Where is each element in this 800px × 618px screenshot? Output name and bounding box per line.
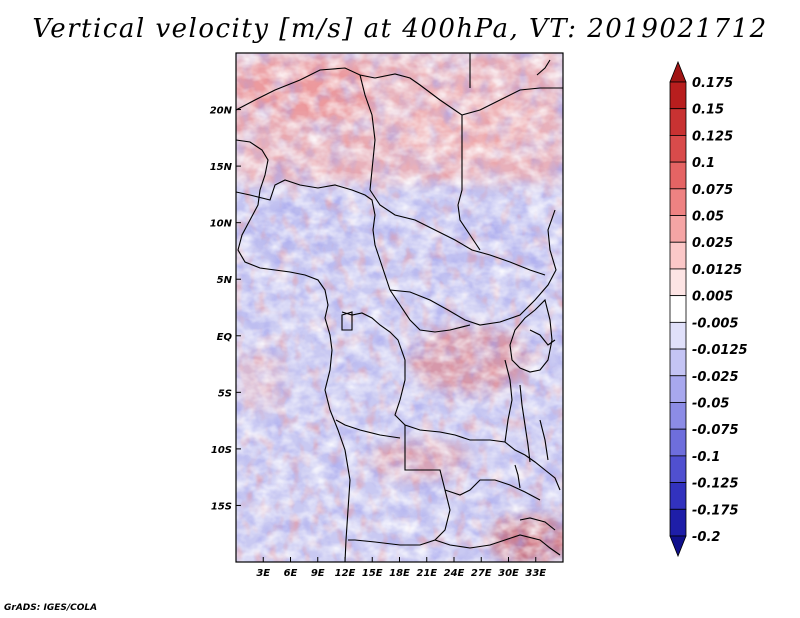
colorbar-swatch	[669, 455, 687, 483]
country-borders	[236, 53, 563, 562]
colorbar-swatch	[669, 508, 687, 537]
colorbar-label: 0.175	[692, 76, 733, 91]
colorbar-label: 0.125	[692, 129, 733, 144]
colorbar-swatch	[669, 321, 687, 350]
lon-tick-label: 6E	[284, 568, 298, 579]
lon-tick-label: 30E	[498, 568, 519, 579]
lon-tick-label: 9E	[311, 568, 325, 579]
latitude-axis: 20N 15N 10N 5N EQ 5S 10S 15S	[210, 106, 241, 512]
colorbar-label: 0.0125	[692, 263, 742, 278]
lon-tick-label: 12E	[335, 568, 356, 579]
colorbar-swatch	[669, 215, 687, 243]
colorbar-swatch	[669, 482, 687, 510]
colorbar-label: -0.1	[692, 450, 720, 465]
lon-tick-label: 24E	[444, 568, 465, 579]
footer-credit: GrADS: IGES/COLA	[4, 603, 98, 613]
colorbar-swatch	[669, 188, 687, 216]
lat-tick-label: 10S	[211, 445, 232, 456]
colorbar-label: -0.125	[692, 477, 739, 492]
colorbar-label: 0.15	[692, 103, 724, 118]
colorbar: 0.175 0.15 0.125 0.1 0.075 0.05 0.025 0.0125 0.0…	[669, 60, 748, 558]
lon-tick-label: 3E	[256, 568, 270, 579]
colorbar-label: 0.005	[692, 290, 733, 305]
lon-tick-label: 15E	[362, 568, 383, 579]
colorbar-swatch	[669, 402, 687, 430]
lon-tick-label: 18E	[389, 568, 410, 579]
longitude-axis: 3E 6E 9E 12E 15E 18E 21E 24E 27E 30E 33E	[256, 557, 546, 579]
colorbar-label: 0.1	[692, 156, 715, 171]
colorbar-swatch	[669, 81, 687, 110]
lat-tick-label: 10N	[210, 219, 233, 230]
colorbar-swatch	[669, 535, 687, 558]
colorbar-swatch	[669, 161, 687, 190]
velocity-field	[236, 53, 563, 562]
colorbar-label: 0.075	[692, 183, 733, 198]
lat-tick-label: 15S	[211, 501, 232, 512]
lat-tick-label: 15N	[210, 162, 233, 173]
lat-tick-label: 5N	[217, 275, 233, 286]
colorbar-label: -0.175	[692, 503, 739, 518]
colorbar-swatch	[669, 108, 687, 136]
colorbar-label: -0.025	[692, 370, 739, 385]
colorbar-swatch	[669, 295, 687, 323]
colorbar-label: -0.005	[692, 316, 739, 331]
lon-tick-label: 21E	[416, 568, 437, 579]
map-title: Vertical velocity [m/s] at 400hPa, VT: 2…	[32, 14, 768, 44]
colorbar-swatch	[669, 348, 687, 377]
colorbar-swatch	[669, 135, 687, 163]
colorbar-swatch	[669, 241, 687, 270]
colorbar-swatch	[669, 268, 687, 297]
lon-tick-label: 27E	[471, 568, 492, 579]
lat-tick-label: 5S	[218, 388, 232, 399]
colorbar-swatch	[669, 428, 687, 457]
lat-tick-label: 20N	[210, 106, 233, 117]
colorbar-label: 0.05	[692, 210, 724, 225]
colorbar-label: -0.05	[692, 396, 729, 411]
colorbar-swatch	[669, 60, 687, 83]
lon-tick-label: 33E	[525, 568, 546, 579]
colorbar-swatch	[669, 375, 687, 403]
lat-tick-label: EQ	[217, 332, 233, 343]
colorbar-label: -0.075	[692, 423, 739, 438]
colorbar-label: -0.2	[692, 530, 720, 545]
colorbar-label: -0.0125	[692, 343, 748, 358]
colorbar-label: 0.025	[692, 236, 733, 251]
